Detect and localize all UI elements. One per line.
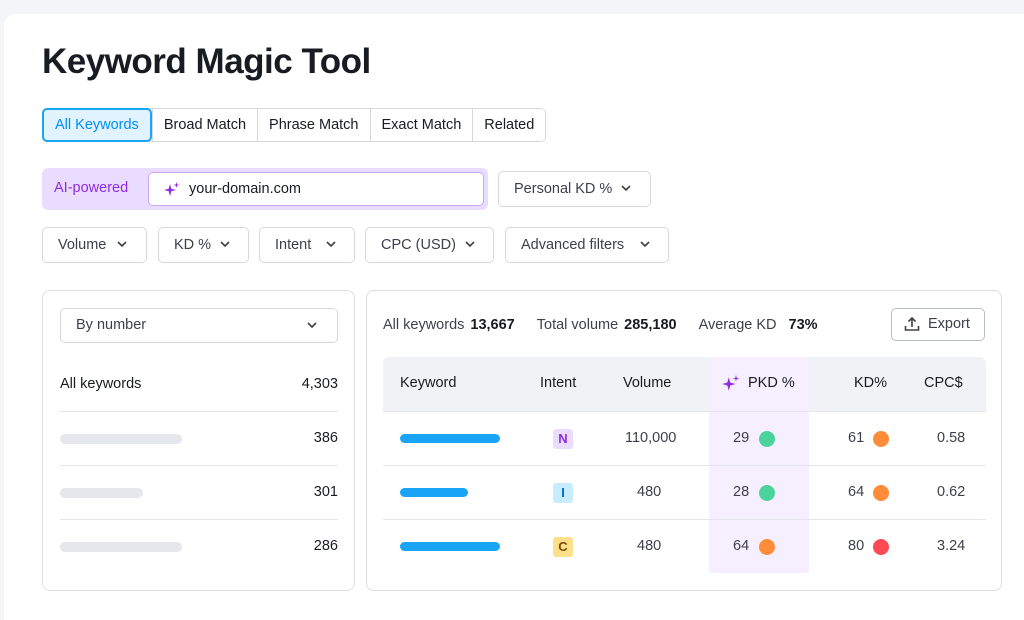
kd-filter[interactable]: KD % xyxy=(158,227,249,263)
advanced-filters-label: Advanced filters xyxy=(521,237,625,253)
group-count: 301 xyxy=(313,484,338,500)
pkd-cell: 64 xyxy=(733,538,750,554)
cpc-cell: 0.58 xyxy=(937,430,966,446)
header-cpc[interactable]: CPC$ xyxy=(924,375,963,391)
volume-filter-label: Volume xyxy=(58,237,107,253)
table-header xyxy=(383,357,986,411)
intent-filter[interactable]: Intent xyxy=(259,227,355,263)
difficulty-dot xyxy=(873,539,889,555)
stat-average-kd: Average KD 73% xyxy=(698,317,818,333)
chevron-down-icon xyxy=(465,241,475,248)
header-pkd[interactable]: PKD % xyxy=(748,375,795,391)
cpc-filter[interactable]: CPC (USD) xyxy=(365,227,494,263)
export-button[interactable]: Export xyxy=(891,308,985,341)
page-title: Keyword Magic Tool xyxy=(42,42,371,81)
group-name-placeholder xyxy=(60,488,143,498)
volume-cell: 480 xyxy=(637,484,662,500)
group-row[interactable]: 386 xyxy=(60,412,338,466)
chevron-down-icon xyxy=(117,241,127,248)
domain-input-value: your-domain.com xyxy=(189,181,302,197)
personal-kd-dropdown[interactable]: Personal KD % xyxy=(498,171,651,207)
difficulty-dot xyxy=(873,431,889,447)
intent-badge: I xyxy=(553,483,573,503)
volume-filter[interactable]: Volume xyxy=(42,227,147,263)
sparkle-icon xyxy=(164,182,180,196)
difficulty-dot xyxy=(759,539,775,555)
tab-phrase-match[interactable]: Phrase Match xyxy=(257,109,369,141)
chevron-down-icon xyxy=(326,241,336,248)
group-row[interactable]: 301 xyxy=(60,466,338,520)
header-keyword[interactable]: Keyword xyxy=(400,375,457,391)
group-all-label: All keywords xyxy=(60,376,142,392)
ai-search-bar: AI-powered your-domain.com xyxy=(42,168,488,210)
tab-all-keywords[interactable]: All Keywords xyxy=(42,108,152,142)
stat-all-keywords: All keywords 13,667 xyxy=(383,317,515,333)
sparkle-icon xyxy=(722,375,740,391)
table-row[interactable]: N 110,000 29 61 0.58 xyxy=(383,411,986,465)
tab-related[interactable]: Related xyxy=(472,109,545,141)
group-all-count: 4,303 xyxy=(301,376,338,392)
header-volume[interactable]: Volume xyxy=(623,375,672,391)
difficulty-dot xyxy=(873,485,889,501)
summary-stats: All keywords 13,667 Total volume 285,180 A… xyxy=(383,317,840,333)
group-count: 386 xyxy=(313,430,338,446)
export-label: Export xyxy=(928,316,970,332)
kd-cell: 61 xyxy=(848,430,865,446)
header-kd[interactable]: KD% xyxy=(854,375,888,391)
intent-filter-label: Intent xyxy=(275,237,312,253)
keyword-groups-panel: By number All keywords 4,303 386 301 286 xyxy=(42,290,355,591)
group-name-placeholder xyxy=(60,434,182,444)
keyword-table-panel: All keywords 13,667 Total volume 285,180 A… xyxy=(366,290,1002,591)
chevron-down-icon xyxy=(307,322,317,329)
group-name-placeholder xyxy=(60,542,182,552)
kd-cell: 80 xyxy=(848,538,865,554)
chevron-down-icon xyxy=(220,241,230,248)
group-by-select[interactable]: By number xyxy=(60,308,338,343)
kd-filter-label: KD % xyxy=(174,237,212,253)
stat-total-volume: Total volume 285,180 xyxy=(536,317,677,333)
keyword-table: Keyword Intent Volume PKD % KD% CPC$ N 1… xyxy=(383,357,986,573)
keyword-placeholder xyxy=(400,434,500,443)
pkd-cell: 29 xyxy=(733,430,750,446)
upload-icon xyxy=(904,316,920,331)
pkd-cell: 28 xyxy=(733,484,750,500)
tab-broad-match[interactable]: Broad Match xyxy=(151,109,257,141)
cpc-filter-label: CPC (USD) xyxy=(381,237,456,253)
difficulty-dot xyxy=(759,431,775,447)
keyword-placeholder xyxy=(400,542,500,551)
table-row[interactable]: C 480 64 80 3.24 xyxy=(383,519,986,573)
chevron-down-icon xyxy=(640,241,650,248)
keyword-placeholder xyxy=(400,488,468,497)
kd-cell: 64 xyxy=(848,484,865,500)
intent-badge: C xyxy=(553,537,573,557)
ai-powered-label: AI-powered xyxy=(54,180,129,196)
match-tabs: All Keywords Broad Match Phrase Match Ex… xyxy=(42,108,547,142)
difficulty-dot xyxy=(759,485,775,501)
cpc-cell: 0.62 xyxy=(937,484,966,500)
domain-input[interactable]: your-domain.com xyxy=(148,172,484,206)
group-row-all[interactable]: All keywords 4,303 xyxy=(60,358,338,412)
advanced-filters[interactable]: Advanced filters xyxy=(505,227,669,263)
cpc-cell: 3.24 xyxy=(937,538,966,554)
personal-kd-label: Personal KD % xyxy=(514,181,613,197)
header-intent[interactable]: Intent xyxy=(540,375,577,391)
table-row[interactable]: I 480 28 64 0.62 xyxy=(383,465,986,519)
group-row[interactable]: 286 xyxy=(60,520,338,574)
volume-cell: 480 xyxy=(637,538,662,554)
volume-cell: 110,000 xyxy=(625,430,677,446)
chevron-down-icon xyxy=(621,185,631,192)
group-count: 286 xyxy=(313,538,338,554)
intent-badge: N xyxy=(553,429,573,449)
tab-exact-match[interactable]: Exact Match xyxy=(369,109,473,141)
group-by-label: By number xyxy=(76,317,147,333)
